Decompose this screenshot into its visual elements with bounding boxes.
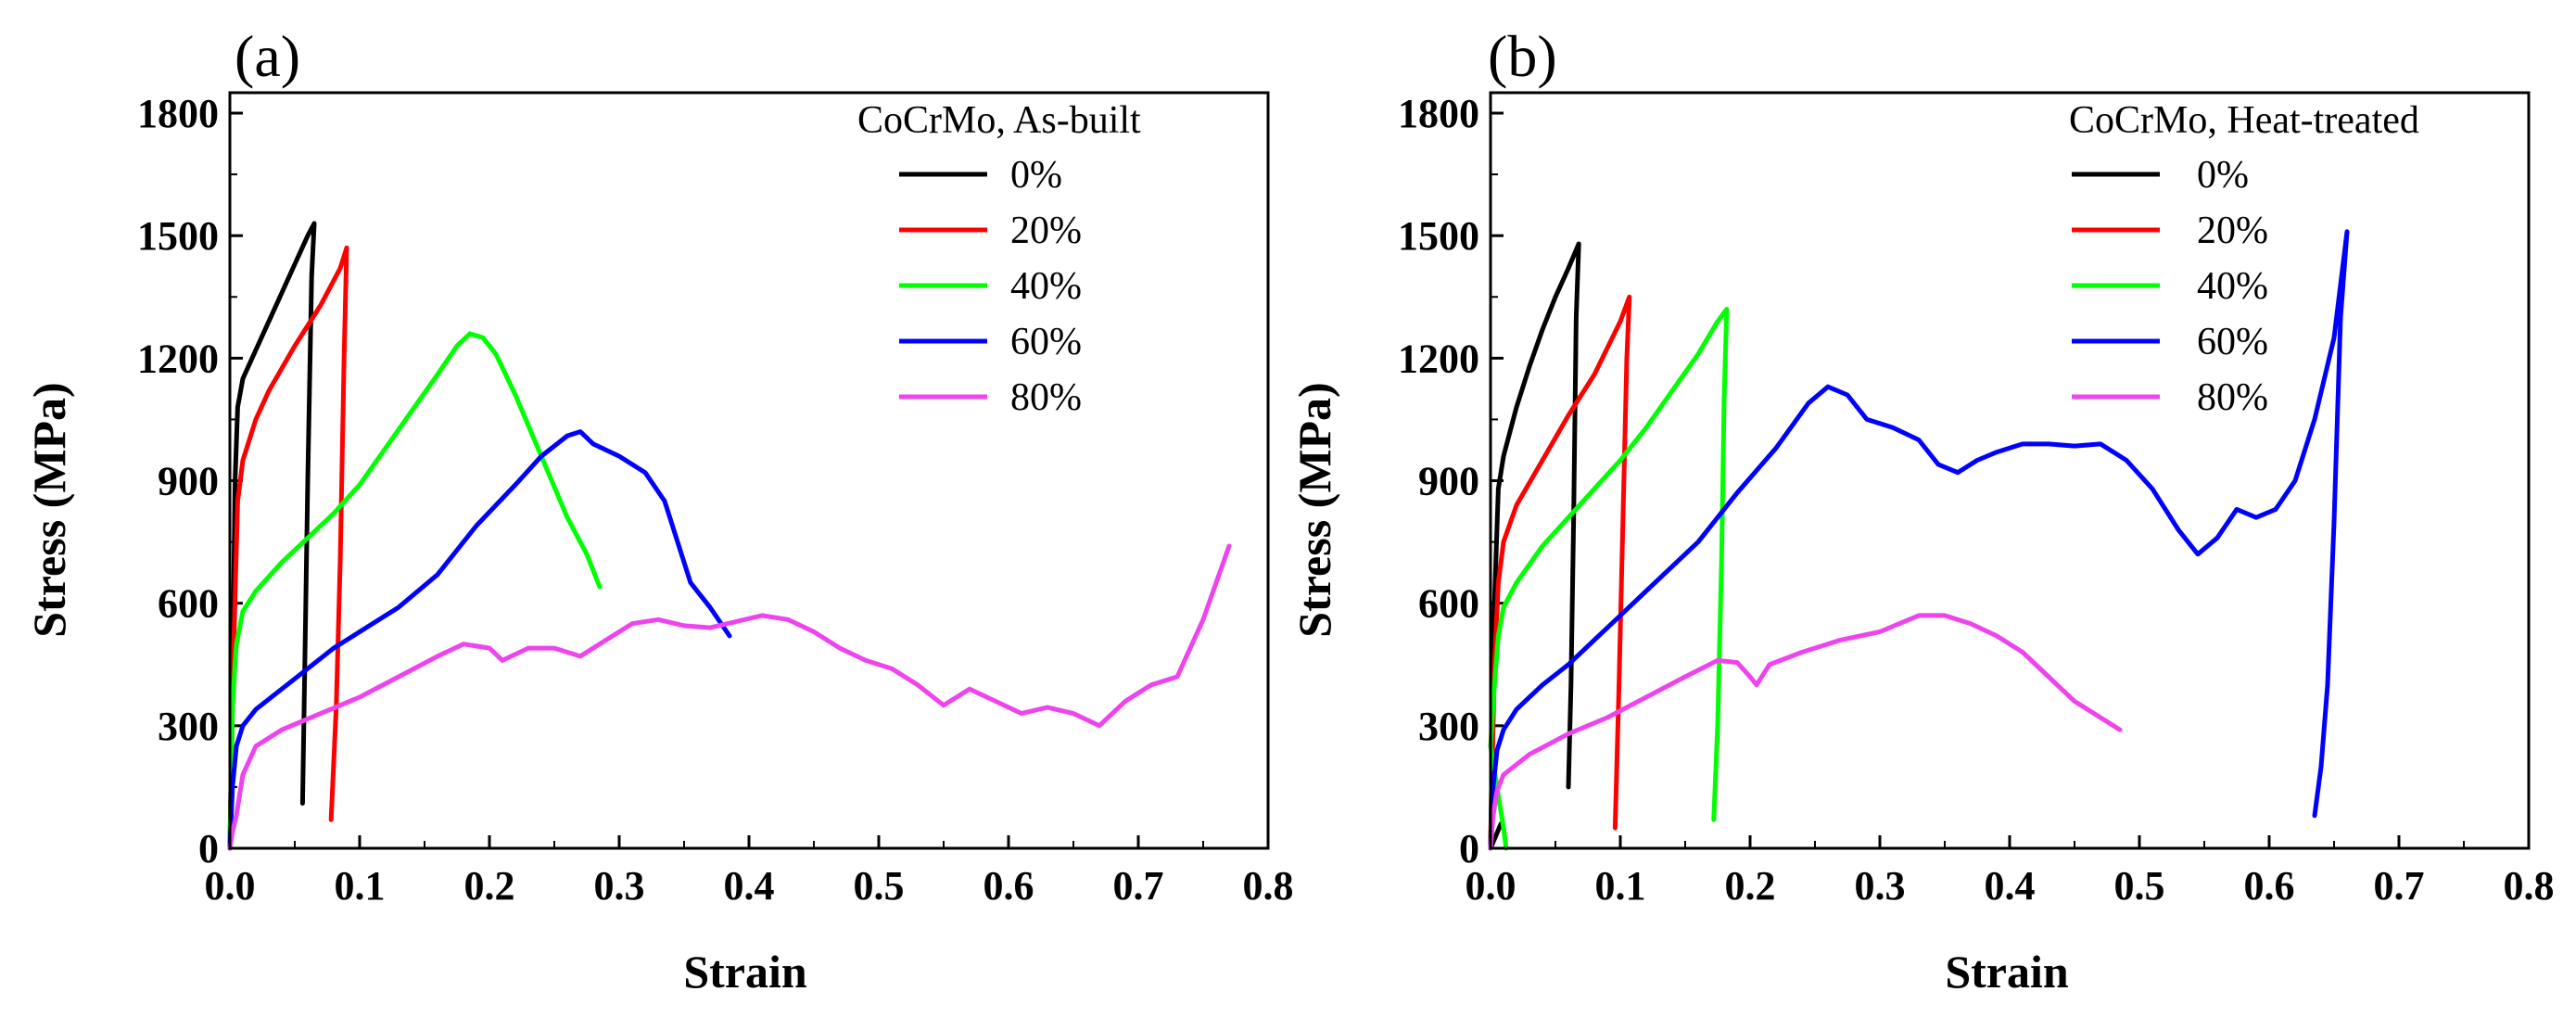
x-tick-label: 0.2 <box>1725 863 1776 909</box>
x-tick-label: 0.0 <box>1466 863 1516 909</box>
x-tick-label: 0.4 <box>1985 863 2036 909</box>
legend-label: 20% <box>2197 210 2268 252</box>
series-line-20pct <box>227 245 349 851</box>
legend-title: CoCrMo, As-built <box>857 99 1141 142</box>
tick-layer: 0.0 0.1 0.2 0.3 0.4 0.5 0.6 0.7 0.8 0 300 600 900 120… <box>137 91 1294 909</box>
x-tick-label: 0.6 <box>2244 863 2295 909</box>
panel-a: (a) Stress (MPa) Strain 0.0 0.1 0.2 0.3 0.4 0… <box>23 23 1294 998</box>
x-tick-label: 0.0 <box>205 863 256 909</box>
x-axis-title: Strain <box>1945 946 2069 998</box>
series-layer <box>227 221 1232 851</box>
x-tick-label: 0.5 <box>2114 863 2165 909</box>
y-tick-label: 1200 <box>137 336 219 381</box>
y-tick-label: 1200 <box>1398 336 1479 381</box>
legend-label: 80% <box>1010 376 1082 419</box>
panel-b: (b) Stress (MPa) Strain 0.0 0.1 0.2 0.3 0.4 0… <box>1288 23 2555 998</box>
y-tick-label: 0 <box>1459 826 1479 871</box>
legend-label: 20% <box>1010 210 1082 252</box>
legend-label: 80% <box>2197 376 2268 419</box>
legend-title: CoCrMo, Heat-treated <box>2069 99 2419 142</box>
x-tick-label: 0.7 <box>2374 863 2425 909</box>
y-tick-label: 1800 <box>1398 91 1479 136</box>
y-tick-label: 300 <box>158 704 219 749</box>
y-axis-title: Stress (MPa) <box>23 382 75 637</box>
series-layer <box>1488 229 2350 851</box>
plot-frame <box>228 91 1270 850</box>
panel-label: (b) <box>1488 23 1557 89</box>
y-tick-label: 0 <box>198 826 219 871</box>
y-tick-label: 1500 <box>1398 213 1479 259</box>
y-tick-label: 600 <box>158 581 219 627</box>
series-line-0pct <box>1488 241 1581 851</box>
x-tick-label: 0.5 <box>854 863 905 909</box>
x-axis-title: Strain <box>683 946 807 998</box>
y-axis-title: Stress (MPa) <box>1288 382 1340 637</box>
legend-label: 0% <box>2197 154 2249 197</box>
series-line-0pct <box>227 221 317 851</box>
legend-label: 60% <box>2197 321 2268 363</box>
y-tick-label: 300 <box>1418 704 1479 749</box>
x-tick-label: 0.7 <box>1113 863 1164 909</box>
series-line-60pct <box>1488 229 2350 851</box>
series-line-40pct <box>227 331 603 851</box>
legend-label: 60% <box>1010 321 1082 363</box>
legend-label: 40% <box>1010 265 1082 308</box>
x-tick-label: 0.1 <box>335 863 386 909</box>
legend-label: 40% <box>2197 265 2268 308</box>
x-tick-label: 0.1 <box>1595 863 1646 909</box>
y-tick-label: 600 <box>1418 581 1479 627</box>
legend: CoCrMo, Heat-treated 0% 20% 40% 60% 80% <box>2069 99 2419 419</box>
legend-label: 0% <box>1010 154 1062 197</box>
x-tick-label: 0.8 <box>1243 863 1294 909</box>
x-tick-label: 0.8 <box>2504 863 2555 909</box>
y-tick-label: 900 <box>1418 459 1479 504</box>
tick-layer: 0.0 0.1 0.2 0.3 0.4 0.5 0.6 0.7 0.8 0 300 600 900 120… <box>1398 91 2555 909</box>
legend: CoCrMo, As-built 0% 20% 40% 60% 80% <box>857 99 1141 419</box>
plot-frame <box>1489 91 2531 850</box>
y-tick-label: 1800 <box>137 91 219 136</box>
x-tick-label: 0.2 <box>464 863 515 909</box>
panel-label: (a) <box>235 23 300 89</box>
y-tick-label: 1500 <box>137 213 219 259</box>
y-tick-label: 900 <box>158 459 219 504</box>
series-line-20pct <box>1488 294 1632 851</box>
series-line-80pct <box>227 543 1232 851</box>
series-line-60pct <box>227 429 732 851</box>
x-tick-label: 0.6 <box>983 863 1034 909</box>
series-line-40pct <box>1488 307 1730 851</box>
series-line-80pct <box>1488 613 2123 851</box>
x-tick-label: 0.4 <box>724 863 775 909</box>
x-tick-label: 0.3 <box>1855 863 1906 909</box>
x-tick-label: 0.3 <box>594 863 645 909</box>
